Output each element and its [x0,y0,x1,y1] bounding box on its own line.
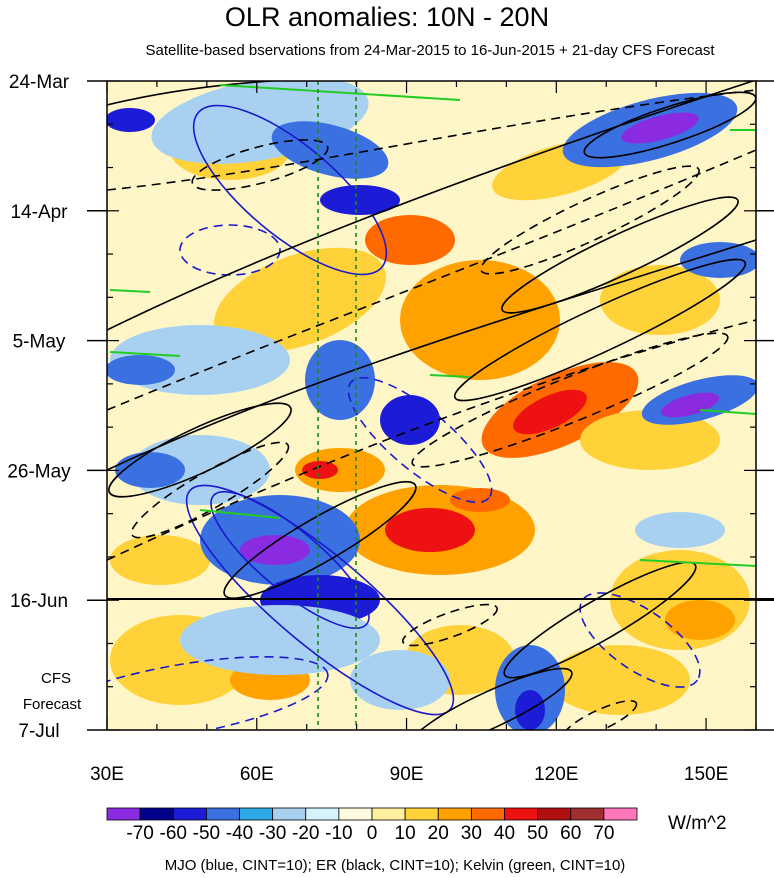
olr-anomaly-field [107,81,756,730]
forecast-label-forecast: Forecast [23,696,82,713]
colorbar-label: -40 [226,823,253,844]
footnote: MJO (blue, CINT=10); ER (black, CINT=10)… [164,857,626,874]
plot-frame [106,80,757,731]
y-tick-label: 26-May [7,461,71,482]
colorbar-swatch [570,807,605,821]
x-tick-label: 30E [90,764,124,785]
colorbar-swatch [470,807,505,821]
y-tick-label: 24-Mar [9,72,70,93]
chart-title: OLR anomalies: 10N - 20N [224,2,550,32]
colorbar-label: 30 [461,823,482,844]
x-tick-label: 150E [684,764,728,785]
x-tick-label: 60E [240,764,274,785]
colorbar-swatch [437,807,472,821]
colorbar-swatch [106,807,141,821]
colorbar-label: 40 [494,823,515,844]
colorbar-label: 70 [593,823,614,844]
colorbar-swatch [205,807,240,821]
colorbar-label: -70 [126,823,153,844]
colorbar-swatch [537,807,572,821]
colorbar-swatch [603,807,638,821]
colorbar-swatch [272,807,307,821]
colorbar-swatch [305,807,340,821]
colorbar-label: -30 [259,823,286,844]
colorbar-label: -10 [325,823,352,844]
colorbar-swatch [504,807,539,821]
colorbar-swatch [139,807,174,821]
x-tick-label: 120E [534,764,578,785]
colorbar-label: 10 [395,823,416,844]
y-tick-label: 16-Jun [10,591,68,612]
colorbar-swatch [239,807,274,821]
colorbar-label: -60 [160,823,187,844]
colorbar-label: 60 [560,823,581,844]
colorbar-swatch [404,807,439,821]
colorbar-swatch [338,807,373,821]
colorbar-label: 20 [428,823,449,844]
y-tick-label: 14-Apr [10,202,68,223]
colorbar: -70 -60 -50 -40 -30 -20 -10 0 10 20 30 40 50 60 70 [106,807,638,844]
chart-subtitle: Satellite-based bservations from 24-Mar-… [145,42,715,59]
colorbar-label: 50 [527,823,548,844]
colorbar-label: -50 [193,823,220,844]
colorbar-swatch [172,807,207,821]
colorbar-label: -20 [292,823,319,844]
axes: 30E 60E 90E 120E 150E 24-Mar 14-Apr 5-May 26-May… [7,72,774,785]
colorbar-swatch [371,807,406,821]
y-tick-label: 7-Jul [18,721,59,742]
colorbar-label: 0 [367,823,378,844]
y-tick-label: 5-May [13,332,66,353]
units-label: W/m^2 [668,813,727,834]
x-tick-label: 90E [390,764,424,785]
forecast-label-cfs: CFS [41,670,71,687]
